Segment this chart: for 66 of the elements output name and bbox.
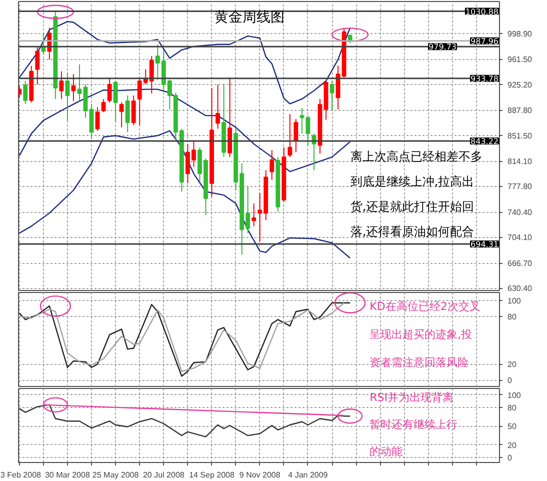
y-tick-label: 704.10: [508, 233, 533, 242]
y-tick-label: 666.70: [508, 259, 533, 268]
ref-line-label: 933.78: [470, 74, 499, 84]
annotation: RSI并为出现背离: [370, 391, 454, 404]
annotation: 的动能: [370, 445, 403, 458]
annotation: 暂时还有继续上行: [370, 418, 458, 431]
annotation: KD在高位已经2次交叉: [370, 300, 480, 313]
x-tick-label: 14 Sep 2008: [189, 470, 235, 480]
y-tick-label: 80: [508, 312, 517, 322]
ref-line-label: 1030.88: [465, 7, 499, 16]
candlestick: [294, 118, 298, 153]
candlestick: [65, 72, 70, 121]
candlestick: [330, 80, 334, 112]
y-tick-label: 998.90: [508, 29, 533, 38]
y-tick-label: 20: [508, 360, 517, 370]
annotation: 到底是继续上冲,拉高出: [350, 174, 474, 188]
annotation: 资者需注意回落风险: [370, 356, 469, 369]
x-tick-label: 30 Mar 2008: [45, 470, 90, 480]
y-tick-label: 80: [508, 403, 517, 412]
annotation: 呈现出超买的迹象,投: [370, 328, 472, 341]
candlestick: [23, 80, 28, 104]
y-tick-label: 925.20: [508, 80, 533, 90]
candlestick: [101, 98, 106, 113]
candlestick: [59, 70, 64, 100]
candlestick: [18, 85, 22, 98]
annotation: 落,还得看原油如何配合: [350, 224, 474, 238]
x-tick-label: 25 May 2008: [92, 470, 140, 480]
candlestick: [35, 46, 40, 85]
y-tick-label: 961.50: [508, 55, 533, 64]
x-tick-label: 9 Nov 2008: [239, 470, 281, 480]
y-tick-label: 100: [508, 390, 522, 400]
y-tick-label: 777.80: [508, 182, 533, 192]
annotation: 离上次高点已经相差不多: [350, 150, 482, 164]
candlestick: [131, 95, 136, 126]
line-series: [18, 130, 351, 259]
candlestick: [77, 64, 82, 102]
ref-line-label: 979.73: [428, 42, 457, 52]
x-tick-label: 20 Jul 2008: [142, 470, 185, 480]
y-tick-label: 740.40: [508, 208, 533, 218]
ref-line-label: 843.22: [470, 137, 499, 146]
candlestick: [125, 95, 130, 133]
candlestick: [113, 80, 118, 123]
candlestick: [288, 114, 292, 158]
y-tick-label: 100: [508, 296, 522, 306]
x-tick-label: 4 Jan 2009: [288, 470, 328, 480]
y-tick-label: 887.80: [508, 106, 533, 116]
text: 黄金周线图: [214, 10, 284, 26]
y-tick-label: 814.10: [508, 157, 533, 166]
y-tick-label: 50: [508, 422, 517, 432]
ref-line-label: 694.31: [470, 240, 499, 249]
ref-line-label: 987.96: [470, 36, 499, 46]
annotation: 货,还是就此打住开始回: [350, 200, 474, 214]
y-tick-label: 0: [508, 453, 512, 462]
x-tick-label: 3 Feb 2008: [0, 470, 42, 480]
candlestick: [89, 103, 94, 140]
y-tick-label: 851.50: [508, 131, 533, 140]
candlestick: [119, 102, 124, 128]
candlestick: [83, 84, 88, 118]
candlestick: [270, 150, 274, 180]
candlestick: [216, 84, 220, 130]
y-tick-label: 0: [508, 376, 512, 386]
y-tick-label: 20: [508, 440, 517, 450]
y-tick-label: 630.40: [508, 284, 533, 294]
candlestick: [107, 77, 112, 103]
candlestick: [252, 202, 256, 227]
candlestick: [95, 106, 100, 132]
